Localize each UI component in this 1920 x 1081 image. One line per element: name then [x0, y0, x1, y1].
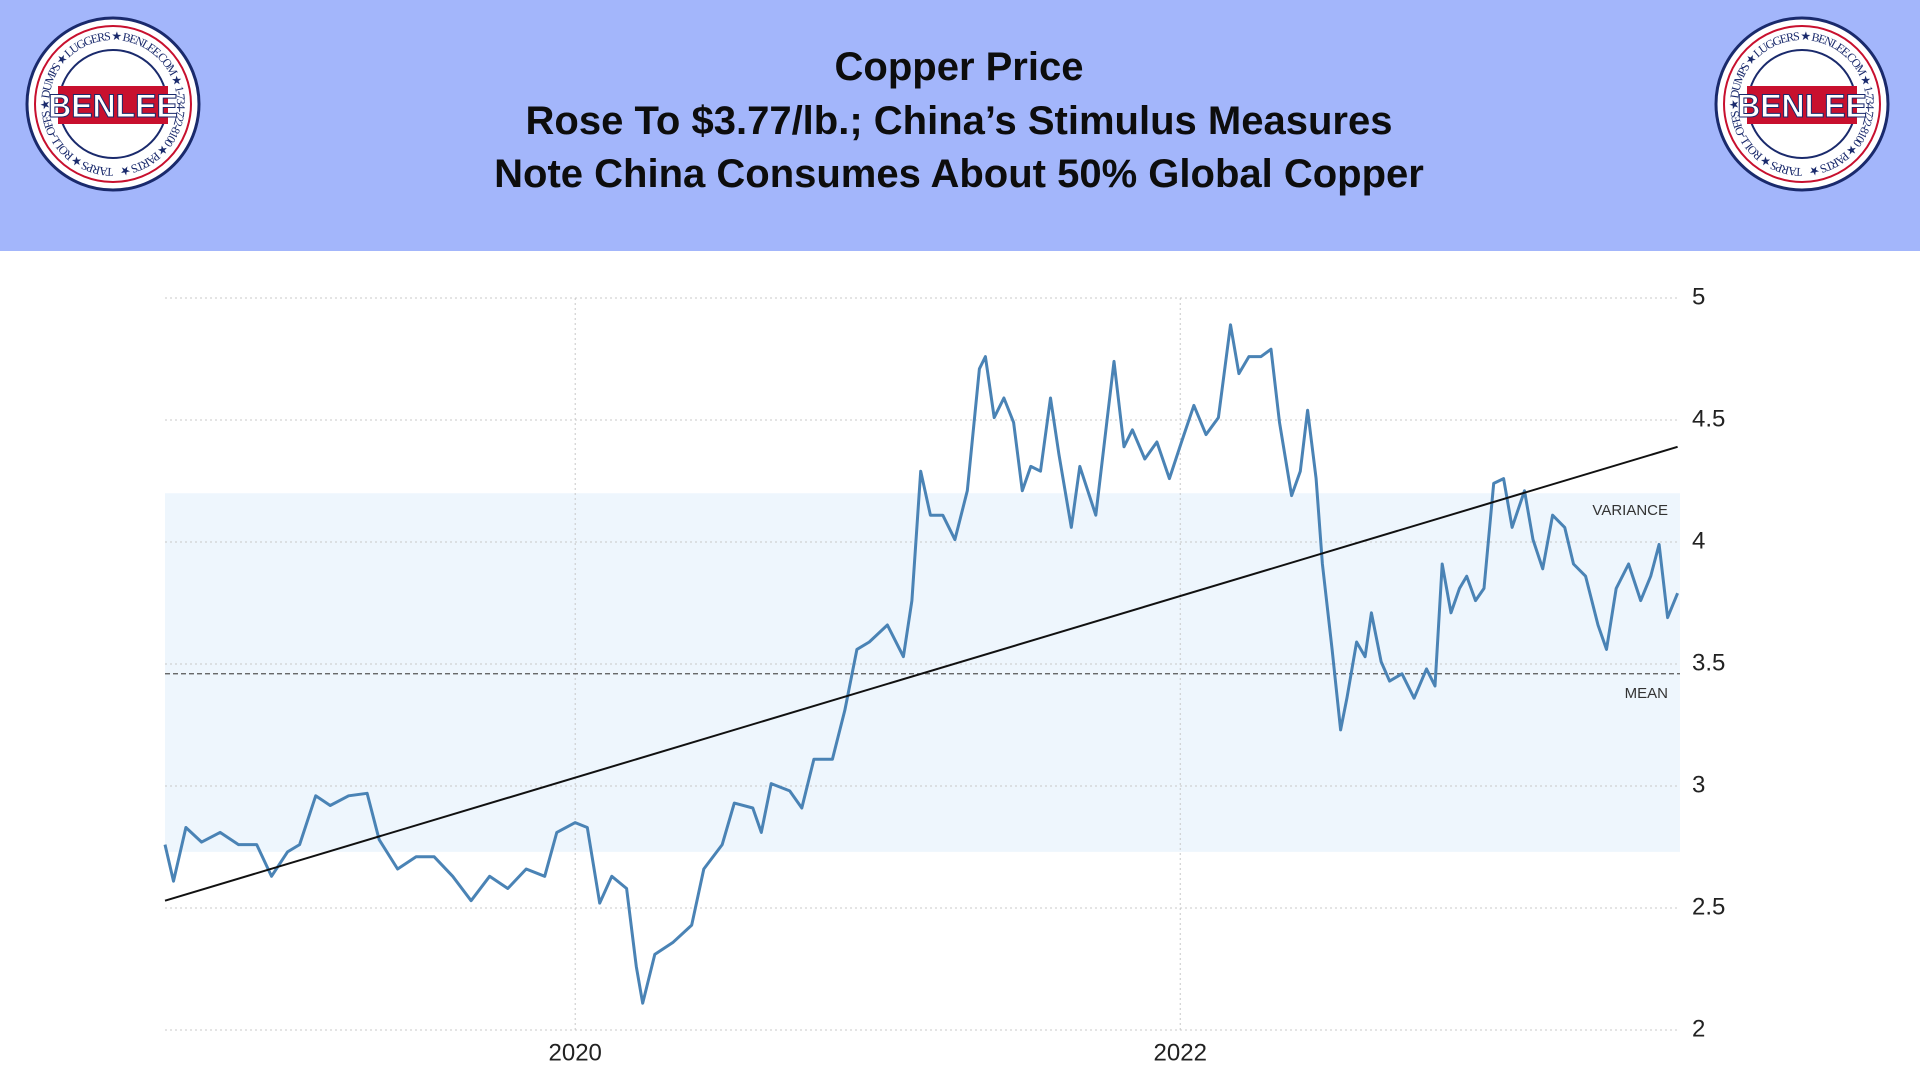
- trend-line: [164, 445, 1678, 902]
- logo-name: BENLEE: [48, 88, 178, 124]
- logo: TARPS ★ ROLL-OFFS ★ DUMPS ★ LUGGERS ★ BE…: [1714, 16, 1890, 192]
- mean-label: MEAN: [1625, 685, 1668, 702]
- y-tick-label: 2.5: [1692, 893, 1725, 920]
- title-line: Copper Price: [835, 45, 1084, 89]
- y-tick-label: 3: [1692, 771, 1705, 798]
- header-band: [0, 0, 1920, 251]
- y-tick-label: 3.5: [1692, 649, 1725, 676]
- x-tick-label: 2020: [549, 1039, 602, 1066]
- price-line: [163, 323, 1679, 1005]
- title-line: Note China Consumes About 50% Global Cop…: [494, 152, 1424, 196]
- y-tick-label: 5: [1692, 283, 1705, 310]
- variance-label: VARIANCE: [1592, 502, 1668, 519]
- title-line: Rose To $3.77/lb.; China’s Stimulus Meas…: [526, 99, 1393, 143]
- logo-name: BENLEE: [1737, 88, 1867, 124]
- chart: 2 2.5 3 3.5 4 4.5 5 2020 2022 MEAN VARIANCE: [163, 283, 1725, 1066]
- x-tick-label: 2022: [1154, 1039, 1207, 1066]
- y-tick-label: 4: [1692, 527, 1705, 554]
- y-tick-label: 4.5: [1692, 405, 1725, 432]
- logo: TARPS ★ ROLL-OFFS ★ DUMPS ★ LUGGERS ★ BE…: [25, 16, 201, 192]
- y-tick-label: 2: [1692, 1015, 1705, 1042]
